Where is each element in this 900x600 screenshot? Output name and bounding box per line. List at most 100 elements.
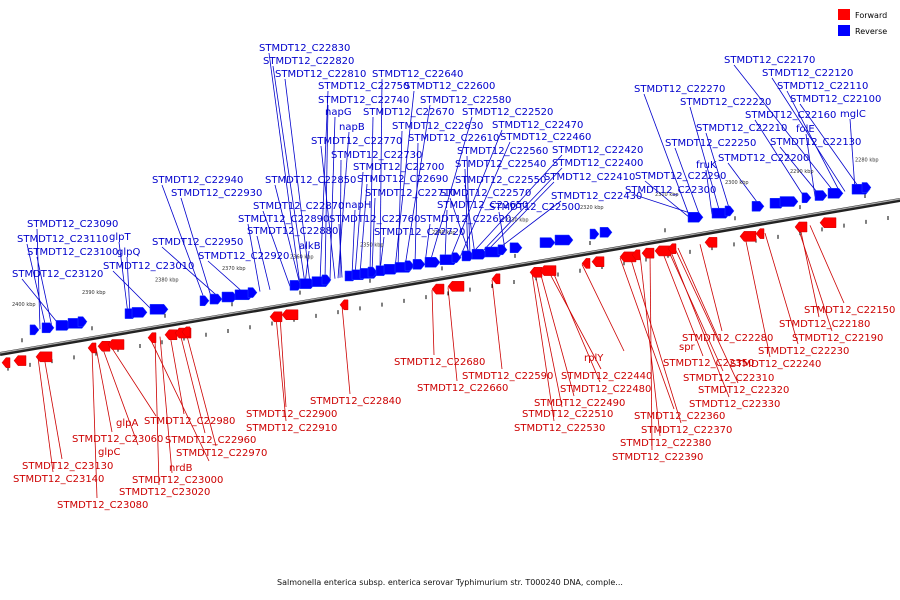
leader-line	[619, 257, 675, 410]
leader-line	[643, 93, 691, 219]
gene-label-stmdt12-c22110: STMDT12_C22110	[777, 81, 868, 92]
forward-gene-arrow	[631, 249, 641, 261]
leader-line	[179, 333, 206, 434]
leader-line	[494, 200, 562, 252]
gene-label-stmdt12-c23120: STMDT12_C23120	[12, 269, 103, 280]
leader-line	[379, 236, 385, 272]
leader-line	[644, 180, 691, 219]
leader-line	[429, 116, 473, 263]
tick-label: 2390 kbp	[82, 290, 106, 296]
gene-label-stmdt12-c22940: STMDT12_C22940	[152, 175, 243, 186]
gene-label-stmdt12-c22470: STMDT12_C22470	[492, 120, 583, 131]
gene-label-stmdt12-c22590: STMDT12_C22590	[462, 371, 553, 382]
legend: Forward Reverse	[838, 9, 887, 36]
leader-line	[126, 256, 131, 314]
gene-label-stmdt12-c22810: STMDT12_C22810	[275, 69, 366, 80]
gene-label-stmdt12-c22700: STMDT12_C22700	[353, 162, 444, 173]
forward-legend-swatch	[838, 9, 850, 20]
leader-line	[109, 344, 157, 417]
reverse-gene-arrow	[451, 252, 462, 263]
gene-label-fole: folE	[796, 124, 815, 135]
gene-label-glpq: glpQ	[117, 247, 140, 258]
leader-line	[449, 129, 503, 260]
forward-gene-arrow	[794, 221, 808, 233]
forward-gene-arrow	[147, 332, 157, 343]
gene-label-stmdt12-c22210: STMDT12_C22210	[696, 123, 787, 134]
gene-label-stmdt12-c22900: STMDT12_C22900	[246, 409, 337, 420]
gene-label-stmdt12-c22100: STMDT12_C22100	[790, 94, 881, 105]
forward-gene-arrow	[704, 237, 718, 248]
gene-label-stmdt12-c22270: STMDT12_C22270	[634, 84, 725, 95]
gene-label-glpa: glpA	[116, 418, 138, 429]
gene-label-stmdt12-c22370: STMDT12_C22370	[641, 425, 732, 436]
leader-line	[272, 65, 306, 284]
gene-label-stmdt12-c22350: STMDT12_C22350	[663, 358, 754, 369]
leader-line	[274, 184, 301, 285]
forward-gene-arrow	[97, 340, 111, 352]
gene-label-stmdt12-c22130: STMDT12_C22130	[770, 137, 861, 148]
reverse-gene-arrow	[41, 322, 55, 334]
gene-label-stmdt12-c22540: STMDT12_C22540	[455, 159, 546, 170]
leader-line	[43, 356, 63, 460]
gene-label-stmdt12-c22740: STMDT12_C22740	[318, 95, 409, 106]
gene-label-stmdt12-c22440: STMDT12_C22440	[561, 371, 652, 382]
leader-line	[414, 142, 419, 265]
leader-line	[329, 116, 336, 280]
gene-label-stmdt12-c22330: STMDT12_C22330	[689, 399, 780, 410]
forward-gene-arrow	[739, 231, 757, 242]
gene-label-stmdt12-c22150: STMDT12_C22150	[804, 305, 895, 316]
tick-label: 2340 kbp	[432, 230, 456, 236]
leader-line	[491, 279, 503, 370]
gene-label-stmdt12-c22650: STMDT12_C22650	[437, 200, 528, 211]
gene-label-stmdt12-c22430: STMDT12_C22430	[551, 191, 642, 202]
leader-line	[705, 132, 731, 212]
gene-label-stmdt12-c22320: STMDT12_C22320	[698, 385, 789, 396]
reverse-gene-arrow	[29, 324, 40, 336]
reverse-gene-arrow	[814, 190, 828, 201]
gene-label-stmdt12-c22660: STMDT12_C22660	[417, 383, 508, 394]
forward-gene-arrow	[339, 299, 349, 311]
leader-line	[466, 155, 471, 256]
gene-label-stmdt12-c22930: STMDT12_C22930	[171, 188, 262, 199]
gene-label-stmdt12-c23090: STMDT12_C23090	[27, 219, 118, 230]
leader-line	[354, 171, 364, 276]
leader-line	[809, 225, 845, 304]
gene-label-stmdt12-c23000: STMDT12_C23000	[132, 475, 223, 486]
leader-line	[797, 227, 833, 332]
forward-gene-arrow	[447, 281, 465, 292]
scale-ticks: 2280 kbp 2290 kbp 2300 kbp 2310 kbp 2320 kbp…	[7, 158, 889, 371]
tick-label: 2400 kbp	[12, 302, 36, 308]
gene-label-stmdt12-c22360: STMDT12_C22360	[634, 411, 725, 422]
forward-gene-arrow	[667, 243, 677, 254]
gene-label-stmdt12-c22200: STMDT12_C22200	[718, 153, 809, 164]
leader-line	[339, 159, 342, 278]
gene-labels: STMDT12_C22830 STMDT12_C22820 STMDT12_C228…	[12, 43, 895, 511]
leader-line	[547, 270, 602, 370]
sequence-caption: Salmonella enterica subsp. enterica sero…	[277, 578, 623, 587]
leader-line	[369, 116, 374, 273]
leader-line	[159, 336, 173, 474]
leader-line	[551, 269, 601, 383]
reverse-gene-arrow	[497, 244, 508, 256]
gene-label-stmdt12-c22290: STMDT12_C22290	[635, 171, 726, 182]
gene-label-stmdt12-c22600: STMDT12_C22600	[404, 81, 495, 92]
reverse-gene-arrow	[509, 242, 523, 253]
leader-line	[649, 252, 653, 451]
reverse-gene-arrow	[412, 259, 426, 270]
forward-gene-arrow	[281, 309, 299, 320]
leader-line	[185, 332, 217, 447]
reverse-gene-arrow	[321, 274, 332, 286]
gene-label-stmdt12-c22230: STMDT12_C22230	[758, 346, 849, 357]
forward-legend-label: Forward	[855, 11, 887, 20]
leader-line	[754, 119, 806, 199]
leader-line	[101, 346, 139, 446]
reverse-gene-arrow	[554, 234, 574, 246]
leader-line	[799, 103, 861, 190]
gene-label-stmdt12-c22120: STMDT12_C22120	[762, 68, 853, 79]
gene-label-stmdt12-c22750: STMDT12_C22750	[318, 81, 409, 92]
gene-label-stmdt12-c22160: STMDT12_C22160	[745, 110, 836, 121]
leader-line	[677, 247, 720, 341]
leader-line	[268, 52, 301, 285]
label-leader-lines	[21, 52, 861, 499]
gene-label-naph: napH	[345, 200, 371, 211]
